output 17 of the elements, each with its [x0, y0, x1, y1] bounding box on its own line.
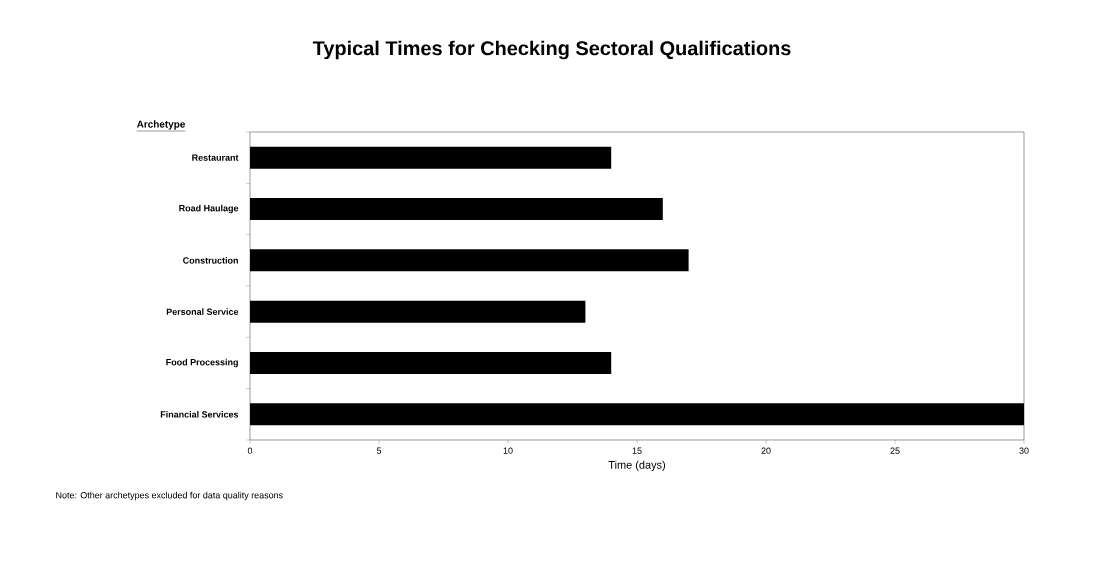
- x-tick-label: 30: [1019, 447, 1029, 454]
- chart-title: Typical Times for Checking Sectoral Qualifications: [312, 40, 791, 60]
- x-tick-label: 15: [632, 447, 642, 454]
- y-tick-label: Construction: [183, 257, 238, 264]
- text: Note: Other archetypes excluded for data quality reasons: [56, 491, 283, 501]
- y-tick-label: Restaurant: [192, 154, 239, 161]
- x-axis-title: Time (days): [608, 460, 666, 471]
- y-tick-label: Road Haulage: [179, 204, 239, 214]
- y-tick-label: Financial Services: [160, 411, 239, 418]
- x-tick-label: 20: [761, 447, 771, 454]
- x-tick-label: 5: [376, 447, 382, 454]
- x-tick-label: 25: [890, 447, 900, 454]
- x-tick-label: 10: [503, 447, 513, 454]
- y-tick-label: Personal Service: [166, 308, 239, 315]
- y-axis-title: Archetype: [136, 120, 186, 130]
- x-tick-label: 0: [247, 447, 253, 454]
- y-tick-label: Food Processing: [166, 358, 238, 368]
